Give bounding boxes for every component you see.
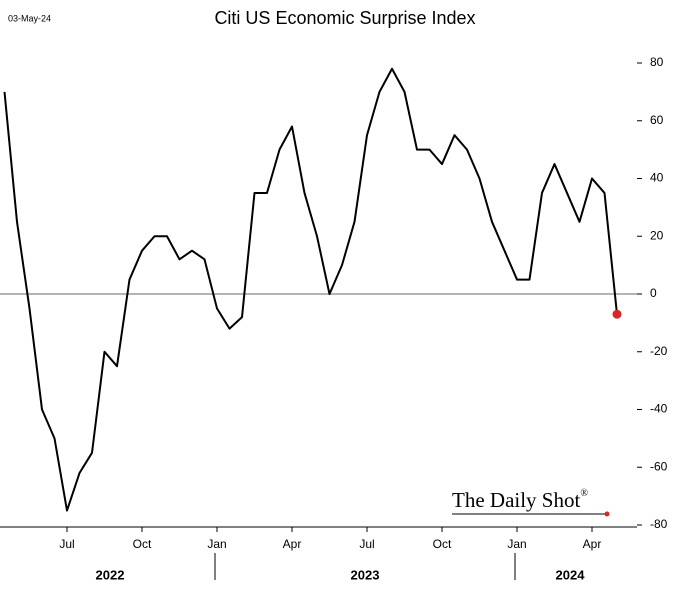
x-tick-label: Jul: [59, 537, 74, 551]
x-tick-label: Jul: [359, 537, 374, 551]
watermark-dot: [604, 511, 610, 517]
y-tick-label: 40: [650, 171, 664, 185]
x-tick-label: Apr: [283, 537, 302, 551]
x-tick-label: Oct: [433, 537, 452, 551]
watermark-mark: ®: [580, 488, 588, 499]
x-tick-label: Oct: [133, 537, 152, 551]
y-tick-label: -80: [650, 517, 668, 531]
year-label: 2023: [351, 567, 380, 582]
date-label: 03-May-24: [8, 13, 51, 23]
series-line: [3, 67, 618, 512]
y-tick-label: 20: [650, 228, 664, 242]
watermark-text: The Daily Shot: [452, 488, 580, 512]
watermark: The Daily Shot®: [452, 488, 588, 512]
x-tick-label: Jan: [507, 537, 526, 551]
year-label: 2022: [96, 567, 125, 582]
chart-title: Citi US Economic Surprise Index: [214, 8, 475, 28]
end-marker: [612, 309, 622, 319]
x-tick-label: Apr: [583, 537, 602, 551]
year-label: 2024: [556, 567, 586, 582]
y-tick-label: 0: [650, 286, 657, 300]
y-tick-label: -40: [650, 402, 668, 416]
y-tick-label: -60: [650, 459, 668, 473]
x-tick-label: Jan: [207, 537, 226, 551]
y-tick-label: -20: [650, 344, 668, 358]
y-tick-label: 80: [650, 55, 664, 69]
y-tick-label: 60: [650, 113, 664, 127]
